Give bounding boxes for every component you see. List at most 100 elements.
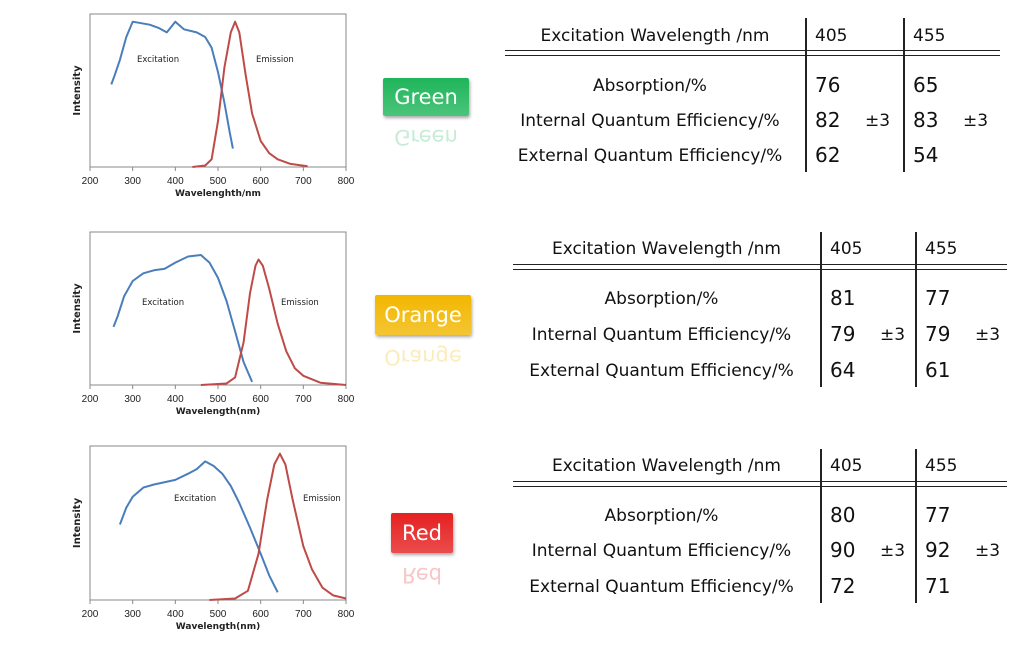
row-label: Internal Quantum Efficiency/% <box>531 541 792 561</box>
error-405: ±3 <box>880 325 906 345</box>
value-455: 61 <box>925 358 951 382</box>
label-red: Red <box>391 513 453 553</box>
value-405: 90 <box>830 538 856 562</box>
value-455: 71 <box>925 574 951 598</box>
x-tick-label: 400 <box>167 394 184 405</box>
x-axis-label: Wavelenghth/nm <box>175 189 261 199</box>
label-text: Red <box>402 521 442 545</box>
x-tick-label: 700 <box>295 176 312 187</box>
x-tick-label: 500 <box>210 394 227 405</box>
x-tick-label: 400 <box>167 609 184 620</box>
x-tick-label: 800 <box>338 176 355 187</box>
annotation-emission: Emission <box>303 494 341 504</box>
x-tick-label: 200 <box>82 176 99 187</box>
annotation-emission: Emission <box>281 298 319 308</box>
value-455: 92 <box>925 538 951 562</box>
col-header-455: 455 <box>913 26 946 46</box>
value-405: 79 <box>830 322 856 346</box>
error-405: ±3 <box>880 541 906 561</box>
value-455: 79 <box>925 322 951 346</box>
value-405: 62 <box>815 143 841 167</box>
x-tick-label: 300 <box>124 176 141 187</box>
value-455: 77 <box>925 286 951 310</box>
x-tick-label: 200 <box>82 394 99 405</box>
row-label: Absorption/% <box>604 506 719 526</box>
col-header-405: 405 <box>830 239 863 259</box>
row-label: Internal Quantum Efficiency/% <box>531 325 792 345</box>
table-header-label: Excitation Wavelength /nm <box>552 456 781 476</box>
x-tick-label: 600 <box>252 176 269 187</box>
value-455: 77 <box>925 503 951 527</box>
table-header-label: Excitation Wavelength /nm <box>552 239 781 259</box>
error-455: ±3 <box>975 325 1001 345</box>
row-label: Internal Quantum Efficiency/% <box>520 111 780 131</box>
annotation-excitation: Excitation <box>142 298 184 308</box>
column-divider <box>903 18 905 172</box>
x-tick-label: 700 <box>295 394 312 405</box>
value-405: 80 <box>830 503 856 527</box>
value-455: 65 <box>913 73 939 97</box>
annotation-excitation: Excitation <box>174 494 216 504</box>
x-tick-label: 300 <box>124 394 141 405</box>
x-tick-label: 800 <box>338 394 355 405</box>
label-reflection: Red <box>402 563 442 587</box>
error-455: ±3 <box>963 111 989 131</box>
header-divider <box>513 264 1007 270</box>
x-tick-label: 400 <box>167 176 184 187</box>
x-tick-label: 300 <box>124 609 141 620</box>
header-divider <box>505 50 1000 56</box>
col-header-405: 405 <box>815 26 848 46</box>
emission-curve <box>200 258 347 386</box>
annotation-emission: Emission <box>256 55 294 65</box>
x-tick-label: 800 <box>338 609 355 620</box>
x-tick-label: 200 <box>82 609 99 620</box>
value-405: 81 <box>830 286 856 310</box>
label-reflection: Orange <box>384 345 462 369</box>
value-405: 82 <box>815 108 841 132</box>
spectrum-chart-3: 200 300 400 500 600 700 800 Wavelength(nm) Inten… <box>72 445 355 632</box>
annotation-excitation: Excitation <box>137 55 179 65</box>
row-label: External Quantum Efficiency/% <box>529 577 794 597</box>
error-405: ±3 <box>865 111 891 131</box>
column-divider <box>915 232 917 387</box>
value-455: 54 <box>913 143 939 167</box>
x-tick-label: 500 <box>210 176 227 187</box>
header-divider <box>513 481 1007 487</box>
plot-frame <box>89 231 347 386</box>
column-divider <box>820 449 822 603</box>
label-text: Orange <box>384 303 462 327</box>
value-405: 76 <box>815 73 841 97</box>
x-tick-label: 600 <box>252 394 269 405</box>
value-405: 72 <box>830 574 856 598</box>
row-label: Absorption/% <box>604 289 719 309</box>
error-455: ±3 <box>975 541 1001 561</box>
plot-frame <box>89 13 347 168</box>
x-tick-label: 600 <box>252 609 269 620</box>
column-divider <box>820 232 822 387</box>
table-header-label: Excitation Wavelength /nm <box>540 26 770 46</box>
excitation-curve <box>118 460 279 593</box>
col-header-405: 405 <box>830 456 863 476</box>
spectrum-chart-1: 200 300 400 500 600 700 800 Wavelenghth/nm Inten… <box>72 13 355 199</box>
y-axis-label: Intensity <box>72 65 83 116</box>
col-header-455: 455 <box>925 239 958 259</box>
row-label: Absorption/% <box>593 76 707 96</box>
label-text: Green <box>394 85 458 109</box>
col-header-455: 455 <box>925 456 958 476</box>
y-axis-label: Intensity <box>72 283 83 334</box>
excitation-curve <box>110 20 234 149</box>
label-green: Green <box>383 78 469 116</box>
label-reflection: Green <box>394 125 458 149</box>
excitation-curve <box>112 254 254 383</box>
emission-curve <box>192 20 308 168</box>
x-tick-label: 500 <box>210 609 227 620</box>
row-label: External Quantum Efficiency/% <box>517 146 783 166</box>
spectrum-chart-2: 200 300 400 500 600 700 800 Wavelength(nm) Inten… <box>72 231 355 417</box>
value-405: 64 <box>830 358 856 382</box>
x-axis-label: Wavelength(nm) <box>176 407 260 417</box>
x-axis-label: Wavelength(nm) <box>176 622 260 632</box>
x-tick-label: 700 <box>295 609 312 620</box>
row-label: External Quantum Efficiency/% <box>529 361 794 381</box>
y-axis-label: Intensity <box>72 497 83 548</box>
